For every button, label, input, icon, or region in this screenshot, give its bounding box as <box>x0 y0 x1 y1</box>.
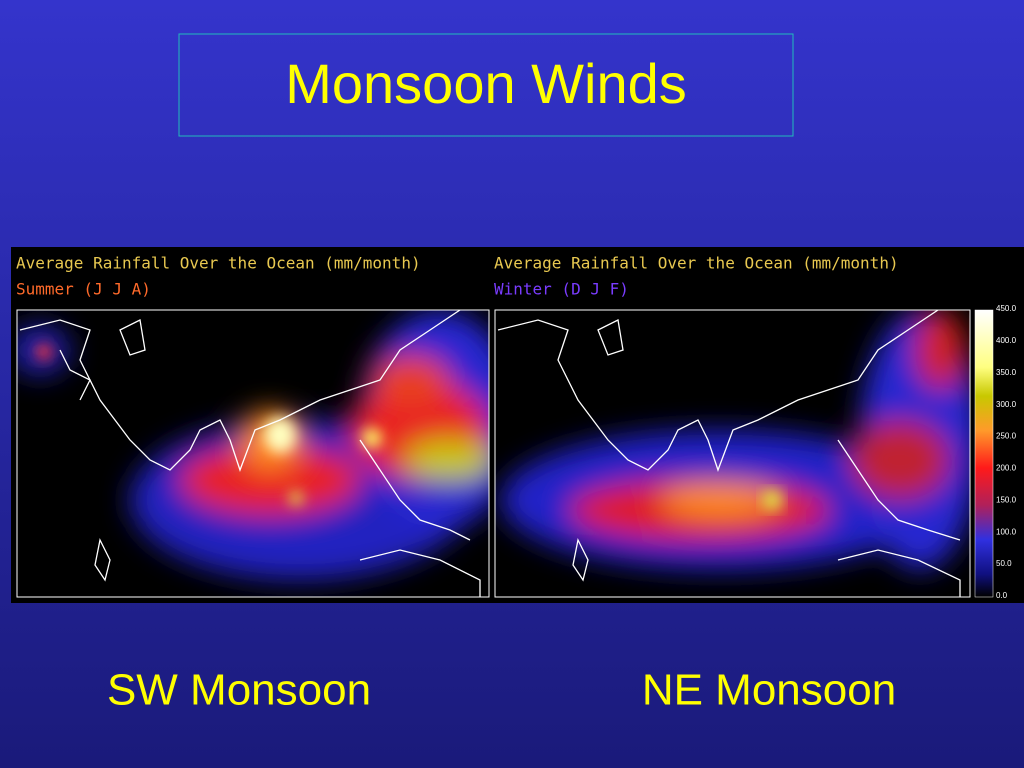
slide-title: Monsoon Winds <box>285 52 687 115</box>
map-frame <box>16 309 490 598</box>
panel-season: Summer (J J A) <box>16 280 151 299</box>
panel-heading: Average Rainfall Over the Ocean (mm/mont… <box>16 254 421 273</box>
title-box <box>178 33 794 137</box>
colorbar-label: 150.0 <box>996 495 1017 504</box>
panel-season: Winter (D J F) <box>494 280 629 299</box>
map-frame <box>494 309 971 598</box>
winter-map <box>497 310 970 597</box>
caption: NE Monsoon <box>642 666 896 715</box>
colorbar-label: 350.0 <box>996 368 1017 377</box>
summer-map <box>17 310 489 597</box>
panel-heading: Average Rainfall Over the Ocean (mm/mont… <box>494 254 899 273</box>
caption: SW Monsoon <box>107 666 371 715</box>
colorbar-label: 450.0 <box>996 304 1017 313</box>
colorbar-labels: 450.0 400.0 350.0 300.0 250.0 200.0 150.0 100.0… <box>996 304 1017 600</box>
colorbar-label: 250.0 <box>996 432 1017 441</box>
colorbar <box>974 309 994 598</box>
colorbar-label: 300.0 <box>996 400 1017 409</box>
colorbar-label: 400.0 <box>996 336 1017 345</box>
colorbar-label: 100.0 <box>996 527 1017 536</box>
colorbar-label: 0.0 <box>996 591 1008 600</box>
colorbar-label: 50.0 <box>996 559 1012 568</box>
colorbar-label: 200.0 <box>996 464 1017 473</box>
